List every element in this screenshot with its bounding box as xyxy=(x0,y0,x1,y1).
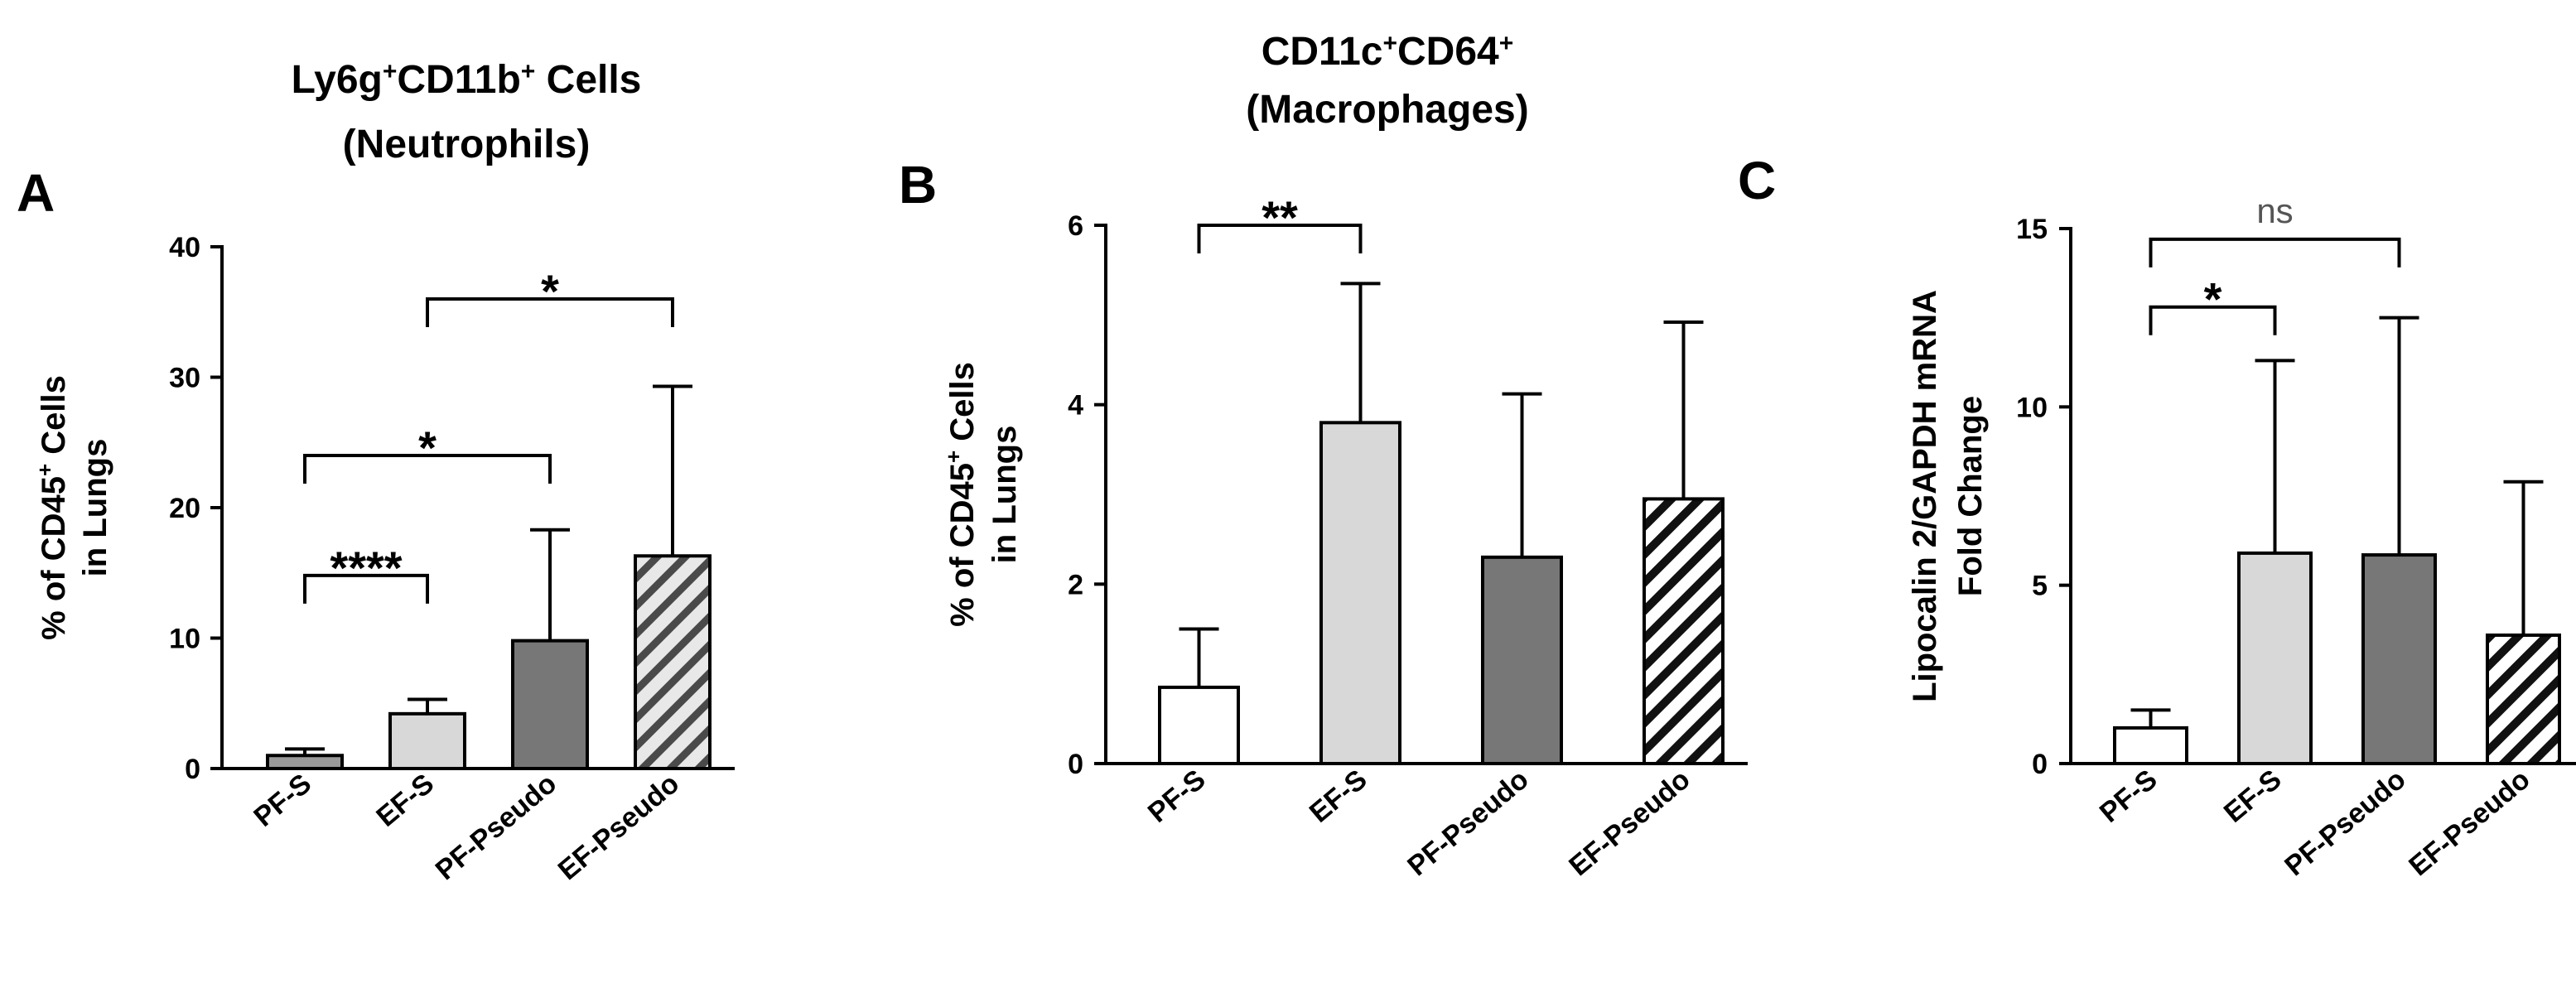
chart-title-line: Ly6g+CD11b+ Cells xyxy=(292,58,642,103)
significance-label: ns xyxy=(2256,191,2293,230)
panel-A: A Ly6g+CD11b+ Cells (Neutrophils) % of CD45… xyxy=(17,58,735,886)
x-category-label: PF-S xyxy=(1142,764,1212,829)
x-category-label: PF-Pseudo xyxy=(430,768,562,886)
panel-C: C Lipocalin 2/GAPDH mRNA Fold Change 0 5 10 15… xyxy=(1738,151,2576,882)
x-category-label: PF-Pseudo xyxy=(1401,764,1534,882)
panel-letter: A xyxy=(17,163,55,223)
bar-pf-pseudo xyxy=(1481,555,1563,765)
significance-bracket xyxy=(303,573,429,604)
y-axis-label-line2: in Lungs xyxy=(77,439,113,577)
significance-bracket xyxy=(1197,224,1363,253)
bar-ef-s xyxy=(1319,421,1401,765)
y-tick-label: 15 xyxy=(2016,214,2048,245)
chart-title-line: CD11c+CD64+ xyxy=(1261,30,1514,75)
bar-ef-s xyxy=(388,711,466,770)
y-tick-label: 0 xyxy=(185,754,200,785)
bar-ef-pseudo xyxy=(634,554,712,771)
panel-B: B CD11c+CD64+ (Macrophages) % of CD45+ Cell… xyxy=(899,30,1748,882)
bar-pf-s xyxy=(1158,685,1240,766)
bar-ef-s xyxy=(2237,551,2313,766)
significance-label: ** xyxy=(1261,191,1298,243)
y-tick-label: 10 xyxy=(2016,392,2048,423)
x-category-label: PF-S xyxy=(248,768,317,833)
y-axis-label: Lipocalin 2/GAPDH mRNA xyxy=(1907,290,1943,702)
x-category-label: EF-S xyxy=(2218,764,2288,829)
significance-label: **** xyxy=(330,542,402,594)
y-tick-label: 30 xyxy=(169,363,200,394)
significance-bracket xyxy=(303,454,552,484)
y-tick-label: 2 xyxy=(1068,569,1083,600)
significance-bracket xyxy=(2149,237,2401,267)
x-category-label: EF-Pseudo xyxy=(2403,764,2535,882)
bar-ef-pseudo xyxy=(2486,633,2561,766)
chart-title-line: (Neutrophils) xyxy=(343,123,591,166)
y-tick-label: 4 xyxy=(1068,390,1083,422)
bar-pf-s xyxy=(2113,725,2188,766)
significance-label: * xyxy=(541,265,559,317)
y-axis-label-line2: in Lungs xyxy=(987,426,1023,564)
x-category-label: PF-Pseudo xyxy=(2279,764,2411,882)
x-category-label: EF-S xyxy=(1304,764,1373,829)
bar-pf-s xyxy=(266,754,344,770)
y-axis-label: % of CD45+ Cells xyxy=(32,375,72,640)
x-category-label: EF-Pseudo xyxy=(1563,764,1696,882)
y-tick-label: 10 xyxy=(169,624,200,655)
panel-letter: B xyxy=(899,155,937,214)
significance-label: * xyxy=(2204,273,2222,325)
y-tick-label: 40 xyxy=(169,232,200,263)
chart-title-line: (Macrophages) xyxy=(1246,88,1528,132)
bar-pf-pseudo xyxy=(511,639,589,771)
y-axis-label-line2: Fold Change xyxy=(1952,396,1989,596)
x-category-label: EF-Pseudo xyxy=(552,768,685,886)
panel-letter: C xyxy=(1738,151,1776,210)
significance-bracket xyxy=(2149,305,2277,335)
bar-pf-pseudo xyxy=(2361,553,2437,765)
significance-label: * xyxy=(418,422,437,474)
x-category-label: EF-S xyxy=(370,768,440,833)
x-category-label: PF-S xyxy=(2094,764,2164,829)
y-axis-label: % of CD45+ Cells xyxy=(941,362,981,627)
y-tick-label: 20 xyxy=(169,493,200,524)
y-tick-label: 0 xyxy=(1068,749,1083,780)
significance-bracket xyxy=(426,297,674,327)
y-tick-label: 0 xyxy=(2032,749,2048,780)
y-tick-label: 6 xyxy=(1068,210,1083,242)
bar-ef-pseudo xyxy=(1643,497,1725,766)
y-tick-label: 5 xyxy=(2032,571,2048,602)
